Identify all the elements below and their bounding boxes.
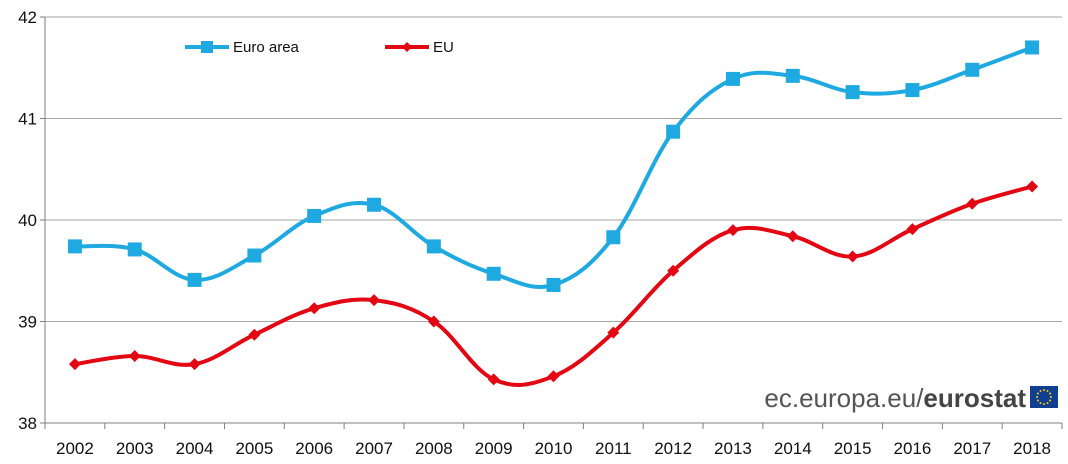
x-tick-label: 2016 (894, 439, 932, 458)
data-point (1026, 180, 1039, 193)
legend-marker (201, 41, 213, 53)
x-tick-label: 2008 (415, 439, 453, 458)
data-point (725, 71, 740, 86)
data-point (187, 272, 202, 287)
eu-flag-icon (1030, 386, 1058, 408)
x-tick-label: 2017 (953, 439, 991, 458)
data-point (128, 350, 141, 363)
data-point (367, 197, 382, 212)
series-eu (68, 180, 1039, 387)
data-point (546, 277, 561, 292)
data-point (427, 315, 440, 328)
watermark-brand: eurostat (923, 383, 1026, 413)
data-point (307, 208, 322, 223)
legend-label: Euro area (233, 39, 300, 56)
x-tick-label: 2004 (176, 439, 214, 458)
y-axis-ticks: 38 39 40 41 42 (18, 8, 45, 433)
data-point (785, 68, 800, 83)
data-point (607, 326, 620, 339)
watermark: ec.europa.eu/eurostat (764, 383, 1058, 413)
legend-label: EU (433, 39, 454, 56)
data-point (905, 83, 920, 98)
x-axis-ticks: 2002 2003 2004 2005 2006 2007 2008 2009 2010 2011… (44, 423, 1063, 458)
data-point (188, 358, 201, 371)
data-point (247, 248, 262, 263)
y-tick-label: 41 (18, 110, 37, 129)
data-point (966, 197, 979, 210)
x-tick-label: 2003 (116, 439, 154, 458)
y-tick-label: 39 (18, 313, 37, 332)
x-tick-label: 2011 (595, 439, 632, 458)
data-point (667, 264, 680, 277)
data-point (786, 230, 799, 243)
legend-marker (402, 42, 412, 52)
data-point (486, 266, 501, 281)
x-tick-label: 2015 (834, 439, 872, 458)
data-point (666, 124, 681, 139)
legend: Euro area EU (185, 39, 454, 56)
legend-item: EU (385, 39, 454, 56)
data-point (426, 239, 441, 254)
series-euro-area (67, 40, 1040, 292)
y-tick-label: 38 (18, 414, 37, 433)
data-point (67, 239, 82, 254)
data-point (487, 373, 500, 386)
x-tick-label: 2009 (475, 439, 513, 458)
data-point (846, 250, 859, 263)
data-point (547, 370, 560, 383)
data-point (368, 294, 381, 307)
series-line (74, 45, 1033, 289)
x-tick-label: 2012 (654, 439, 692, 458)
data-point (308, 302, 321, 315)
legend-item: Euro area (185, 39, 300, 56)
data-point (248, 328, 261, 341)
y-tick-label: 42 (18, 8, 37, 27)
data-point (606, 230, 621, 245)
grid-lines (45, 16, 1062, 322)
data-point (127, 242, 142, 257)
x-tick-label: 2002 (56, 439, 94, 458)
x-tick-label: 2006 (295, 439, 333, 458)
x-tick-label: 2013 (714, 439, 752, 458)
data-point (845, 85, 860, 100)
watermark-text: ec.europa.eu/eurostat (764, 383, 1026, 413)
data-point (68, 358, 81, 371)
x-tick-label: 2007 (355, 439, 393, 458)
x-tick-label: 2018 (1013, 439, 1051, 458)
x-tick-label: 2010 (535, 439, 573, 458)
data-point (906, 223, 919, 236)
data-point (965, 62, 980, 77)
data-point (726, 224, 739, 237)
watermark-prefix: ec.europa.eu/ (764, 383, 924, 413)
series-group (67, 40, 1040, 387)
x-tick-label: 2014 (774, 439, 812, 458)
x-tick-label: 2005 (235, 439, 273, 458)
data-point (1025, 40, 1040, 55)
y-tick-label: 40 (18, 211, 37, 230)
